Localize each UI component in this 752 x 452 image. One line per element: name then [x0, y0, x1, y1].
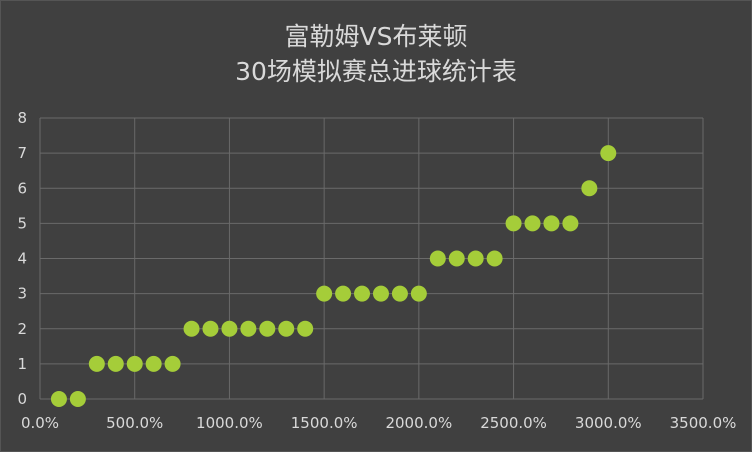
x-tick-label: 1000.0% [196, 414, 263, 432]
grid-lines [39, 117, 704, 400]
data-points [50, 145, 617, 407]
y-tick-label: 5 [17, 214, 27, 232]
data-point [543, 215, 560, 232]
data-point [240, 320, 257, 337]
y-tick-label: 1 [17, 355, 27, 373]
data-point [524, 215, 541, 232]
data-point [107, 355, 124, 372]
x-tick-label: 2500.0% [480, 414, 547, 432]
data-point [221, 320, 238, 337]
y-tick-label: 2 [17, 320, 27, 338]
y-tick-label: 3 [17, 285, 27, 303]
data-point [505, 215, 522, 232]
data-point [69, 391, 86, 407]
x-tick-label: 2000.0% [385, 414, 452, 432]
x-tick-label: 0.0% [21, 414, 59, 432]
data-point [278, 320, 295, 337]
data-point [126, 355, 143, 372]
chart-title-line-1: 富勒姆VS布莱顿 [285, 22, 468, 51]
chart-title-line-2: 30场模拟赛总进球统计表 [235, 57, 517, 86]
data-point [562, 215, 579, 232]
x-axis-tick-labels: 0.0% 500.0% 1000.0% 1500.0% 2000.0% 2500.0% 30… [21, 414, 736, 432]
data-point [335, 285, 352, 302]
y-tick-label: 0 [17, 390, 27, 408]
data-point [50, 391, 67, 407]
data-point [145, 355, 162, 372]
data-point [600, 145, 617, 162]
data-point [429, 250, 446, 267]
data-point [354, 285, 371, 302]
y-tick-label: 6 [17, 179, 27, 197]
y-tick-label: 7 [17, 144, 27, 162]
data-point [448, 250, 465, 267]
data-point [467, 250, 484, 267]
data-point [202, 320, 219, 337]
x-tick-label: 1500.0% [291, 414, 358, 432]
data-point [183, 320, 200, 337]
data-point [486, 250, 503, 267]
data-point [88, 355, 105, 372]
data-point [372, 285, 389, 302]
y-tick-label: 8 [17, 109, 27, 127]
data-point [164, 355, 181, 372]
data-point [297, 320, 314, 337]
x-tick-label: 3500.0% [670, 414, 737, 432]
x-tick-label: 500.0% [106, 414, 163, 432]
y-axis-tick-labels: 0 1 2 3 4 5 6 7 8 [17, 109, 27, 408]
x-tick-label: 3000.0% [575, 414, 642, 432]
data-point [581, 180, 598, 197]
data-point [410, 285, 427, 302]
y-tick-label: 4 [17, 250, 27, 268]
data-point [316, 285, 333, 302]
data-point [259, 320, 276, 337]
data-point [391, 285, 408, 302]
